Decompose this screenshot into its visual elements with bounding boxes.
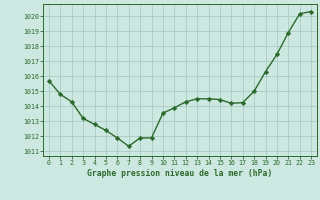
X-axis label: Graphe pression niveau de la mer (hPa): Graphe pression niveau de la mer (hPa) [87,169,273,178]
